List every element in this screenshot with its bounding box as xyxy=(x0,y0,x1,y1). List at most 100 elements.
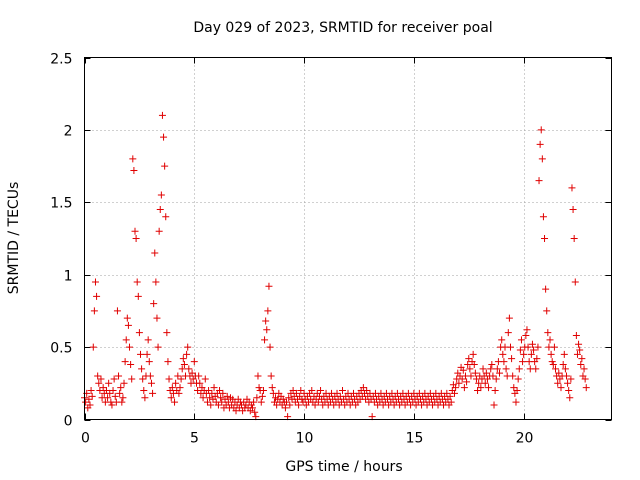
data-point xyxy=(88,392,96,400)
x-tick-label: 10 xyxy=(296,431,314,447)
data-points xyxy=(81,111,590,421)
data-point xyxy=(106,389,114,397)
data-point xyxy=(248,404,256,412)
data-point xyxy=(99,384,107,392)
data-point xyxy=(172,379,180,387)
data-point xyxy=(121,358,129,366)
data-point xyxy=(363,387,371,395)
data-point xyxy=(572,332,580,340)
data-point xyxy=(157,191,165,199)
data-point xyxy=(289,387,297,395)
data-point xyxy=(111,392,119,400)
data-point xyxy=(577,360,585,368)
data-point xyxy=(146,372,154,380)
data-point xyxy=(493,365,501,373)
y-tick-label: 2 xyxy=(64,124,73,140)
data-point xyxy=(223,392,231,400)
data-point xyxy=(110,375,118,383)
data-point xyxy=(126,343,134,351)
data-point xyxy=(499,350,507,358)
data-point xyxy=(559,360,567,368)
data-point xyxy=(124,321,132,329)
data-point xyxy=(546,336,554,344)
data-point xyxy=(513,387,521,395)
data-point xyxy=(562,372,570,380)
data-point xyxy=(459,366,467,374)
chart-title: Day 029 of 2023, SRMTID for receiver poa… xyxy=(193,20,492,36)
data-point xyxy=(175,389,183,397)
data-point xyxy=(333,389,341,397)
data-point xyxy=(489,372,497,380)
data-point xyxy=(455,379,463,387)
data-point xyxy=(447,398,455,406)
data-point xyxy=(102,387,110,395)
data-point xyxy=(152,278,160,286)
x-tick-label: 15 xyxy=(406,431,424,447)
data-point xyxy=(118,398,126,406)
data-point xyxy=(576,346,584,354)
data-point xyxy=(542,285,550,293)
data-point xyxy=(96,387,104,395)
data-point xyxy=(171,398,179,406)
data-point xyxy=(516,346,524,354)
data-point xyxy=(539,213,547,221)
data-point xyxy=(458,375,466,383)
data-point xyxy=(147,379,155,387)
data-point xyxy=(359,384,367,392)
data-point xyxy=(547,350,555,358)
data-point xyxy=(122,336,130,344)
data-point xyxy=(520,350,528,358)
data-point xyxy=(482,369,490,377)
data-point xyxy=(188,369,196,377)
data-point xyxy=(490,401,498,409)
data-point xyxy=(206,394,214,402)
data-point xyxy=(176,384,184,392)
data-point xyxy=(139,375,147,383)
data-point xyxy=(140,387,148,395)
data-point xyxy=(136,350,144,358)
data-point xyxy=(150,300,158,308)
data-point xyxy=(195,372,203,380)
y-axis-label: SRMTID / TECUs xyxy=(6,182,22,295)
data-point xyxy=(90,307,98,315)
data-point xyxy=(515,365,523,373)
data-point xyxy=(463,378,471,386)
data-point xyxy=(543,307,551,315)
data-point xyxy=(130,166,138,174)
data-point xyxy=(496,369,504,377)
data-point xyxy=(308,387,316,395)
data-point xyxy=(464,360,472,368)
data-point xyxy=(91,278,99,286)
data-point xyxy=(297,387,305,395)
data-point xyxy=(145,358,153,366)
data-point xyxy=(194,387,202,395)
data-point xyxy=(510,384,518,392)
data-point xyxy=(492,375,500,383)
data-point xyxy=(500,358,508,366)
data-point xyxy=(138,365,146,373)
data-point xyxy=(498,336,506,344)
data-point xyxy=(475,379,483,387)
data-point xyxy=(259,387,267,395)
data-point xyxy=(533,355,541,363)
data-point xyxy=(180,360,188,368)
data-point xyxy=(266,343,274,351)
data-point xyxy=(105,379,113,387)
y-tick-label: 0 xyxy=(64,414,73,430)
data-point xyxy=(514,375,522,383)
data-point xyxy=(149,389,157,397)
data-point xyxy=(467,372,475,380)
data-point xyxy=(474,387,482,395)
data-point xyxy=(214,401,222,409)
data-point xyxy=(491,387,499,395)
data-point xyxy=(161,162,169,170)
data-point xyxy=(262,317,270,325)
data-point xyxy=(205,387,213,395)
data-point xyxy=(95,379,103,387)
data-point xyxy=(567,375,575,383)
data-point xyxy=(450,389,458,397)
data-point xyxy=(115,372,123,380)
data-point xyxy=(283,398,291,406)
data-point xyxy=(128,375,136,383)
data-point xyxy=(109,387,117,395)
